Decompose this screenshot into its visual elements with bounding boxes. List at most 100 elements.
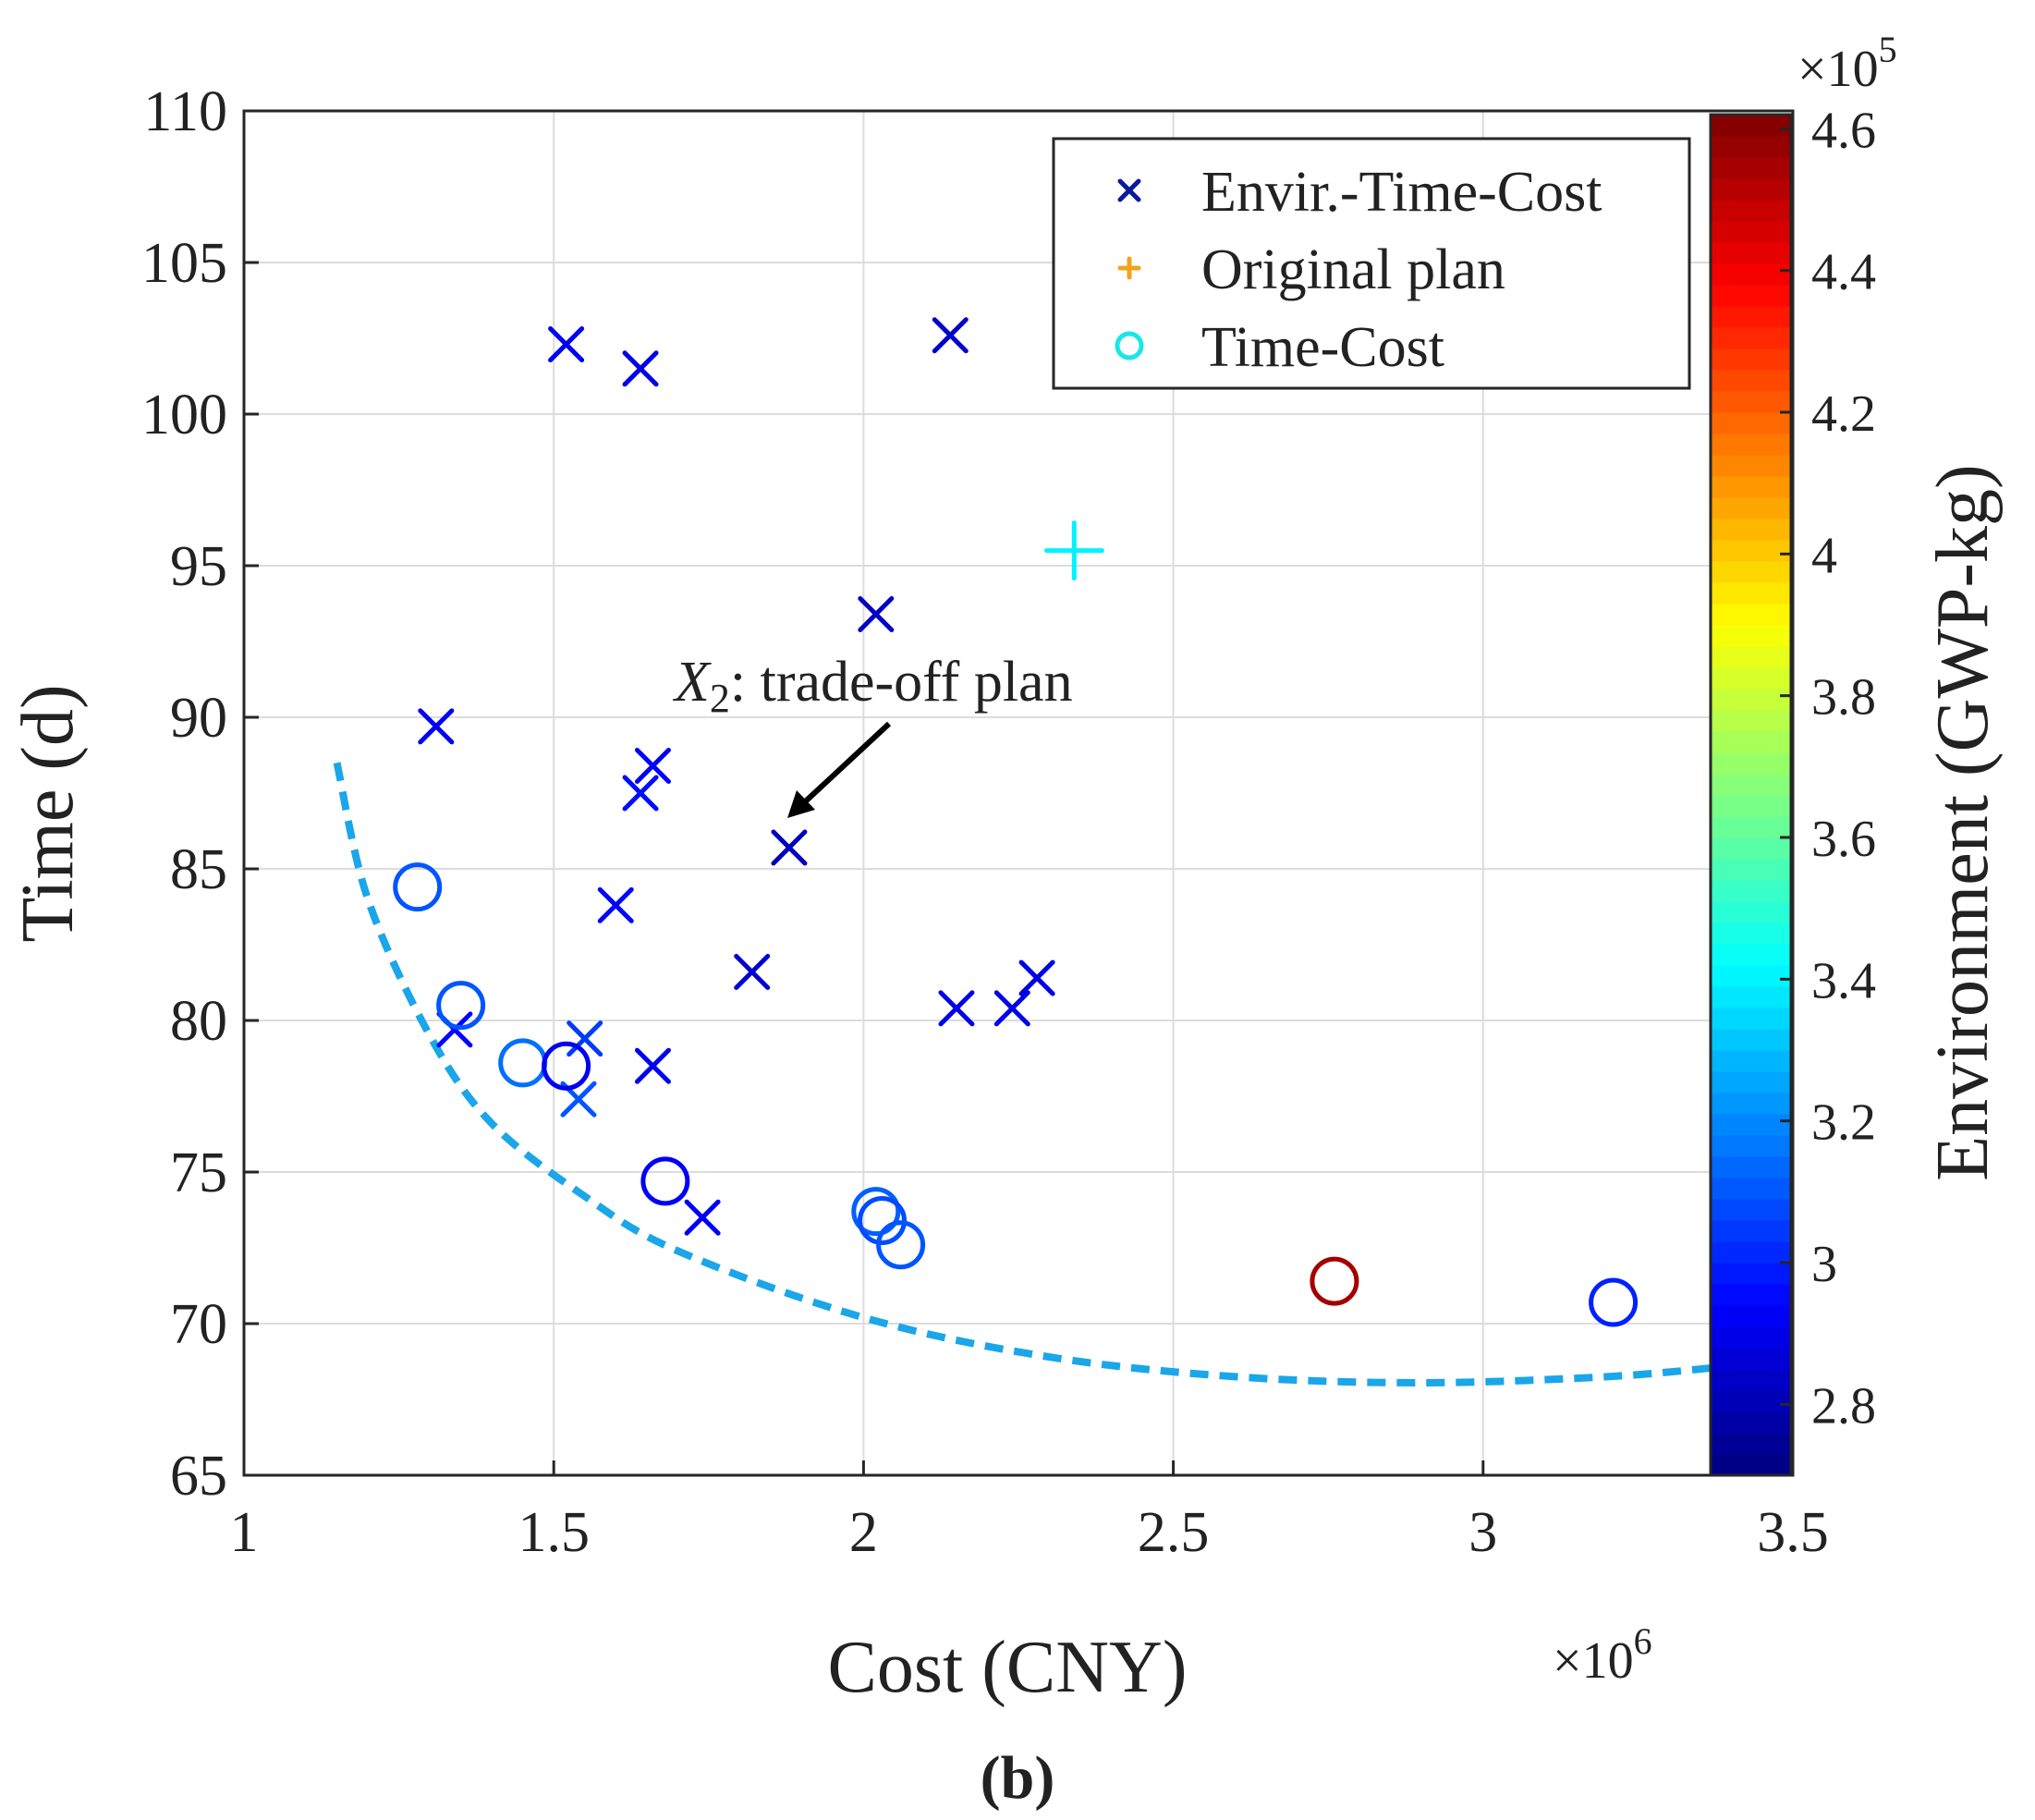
x-tick-label: 2.5 (1138, 1501, 1210, 1564)
colorbar-segment (1711, 880, 1791, 902)
colorbar-segment (1711, 837, 1791, 860)
x-multiplier: ×106 (1553, 1620, 1652, 1690)
colorbar-segment (1711, 859, 1791, 881)
colorbar-segment (1711, 1326, 1791, 1349)
colorbar-segment (1711, 306, 1791, 328)
legend-marker-plus (1117, 256, 1141, 280)
colorbar-tick-label: 3.6 (1811, 811, 1876, 868)
grid (243, 110, 1794, 1476)
colorbar-segment (1711, 1050, 1791, 1072)
colorbar-segment (1711, 1284, 1791, 1306)
colorbar-segment (1711, 752, 1791, 775)
y-tick-label: 75 (170, 1142, 227, 1204)
colorbar-segment (1711, 1369, 1791, 1391)
colorbar-segment (1711, 1029, 1791, 1051)
y-tick-label: 85 (170, 838, 227, 901)
data-point-x (634, 747, 671, 784)
pareto-curve (333, 762, 1732, 1386)
data-point-circle (393, 862, 443, 912)
data-point-x (932, 317, 969, 354)
plot-frame (242, 109, 1795, 1477)
legend-marker-circle (1115, 331, 1144, 360)
colorbar-segment (1711, 497, 1791, 519)
colorbar-segment (1711, 689, 1791, 711)
x-tick-label: 1 (230, 1501, 259, 1564)
data-point-circle (1589, 1277, 1639, 1327)
colorbar-segment (1711, 1178, 1791, 1200)
colorbar-segment (1711, 519, 1791, 541)
data-point-x (684, 1199, 721, 1236)
colorbar-multiplier: ×105 (1797, 29, 1897, 98)
colorbar-tick-label: 4.4 (1811, 244, 1876, 301)
data-point-x (548, 326, 585, 363)
data-point-x (771, 829, 808, 866)
colorbar-segment (1711, 986, 1791, 1008)
colorbar-segment (1711, 1305, 1791, 1327)
colorbar-segment (1711, 178, 1791, 201)
colorbar-segment (1711, 1220, 1791, 1242)
x-tick-label: 3 (1468, 1501, 1497, 1564)
data-point-x (622, 775, 659, 812)
colorbar-segment (1711, 1135, 1791, 1157)
colorbar-tick-label: 3.2 (1811, 1094, 1876, 1152)
data-point-x (634, 1047, 671, 1084)
pareto-curve-layer (333, 762, 1732, 1386)
colorbar-segment (1711, 263, 1791, 286)
colorbar-segment (1711, 1093, 1791, 1115)
x-tick-label: 1.5 (518, 1501, 590, 1564)
data-point-circle (640, 1156, 690, 1206)
legend-entry-label: Original plan (1201, 238, 1505, 301)
data-point-x (938, 990, 975, 1027)
colorbar-segment (1711, 221, 1791, 243)
data-point-plus (1043, 520, 1104, 581)
annotation-arrowhead (787, 790, 815, 818)
y-tick-label: 100 (141, 384, 227, 446)
y-tick-label: 80 (170, 990, 227, 1053)
colorbar-segment (1711, 136, 1791, 158)
colorbar-segment (1711, 1348, 1791, 1370)
colorbar-segment (1711, 710, 1791, 732)
axes: 1 1.5 2 2.5 3 3.5 65 70 75 80 85 90 95 100 105 110 (141, 80, 1829, 1564)
colorbar-tick-label: 4.6 (1811, 102, 1876, 159)
data-point-circle (436, 981, 486, 1031)
x-tick-label: 3.5 (1757, 1501, 1829, 1564)
colorbar-segment (1711, 370, 1791, 392)
colorbar-segment (1711, 391, 1791, 413)
colorbar-segment (1711, 1114, 1791, 1136)
y-tick-label: 105 (141, 232, 227, 295)
annotation-text: X2: trade-off plan (672, 651, 1073, 721)
colorbar-tick-label: 4.2 (1811, 385, 1876, 443)
colorbar-segment (1711, 816, 1791, 838)
y-tick-label: 70 (170, 1293, 227, 1356)
colorbar-segment (1711, 285, 1791, 307)
colorbar: 2.8 3 3.2 3.4 3.6 3.8 4 4.2 4.4 4.6 (1709, 102, 1876, 1477)
colorbar-segment (1711, 965, 1791, 987)
colorbar-segment (1711, 944, 1791, 966)
legend-entry-label: Envir.-Time-Cost (1201, 161, 1602, 224)
colorbar-segment (1711, 1241, 1791, 1264)
colorbar-segment (1711, 774, 1791, 796)
colorbar-segment (1711, 646, 1791, 668)
colorbar-segment (1711, 200, 1791, 222)
data-point-circle (876, 1220, 926, 1270)
colorbar-segment (1711, 348, 1791, 371)
colorbar-segment (1711, 1263, 1791, 1285)
colorbar-segment (1711, 667, 1791, 690)
data-point-x (993, 990, 1030, 1027)
colorbar-frame (1709, 113, 1793, 1477)
data-point-circle (858, 1195, 908, 1245)
colorbar-segment (1711, 1071, 1791, 1093)
colorbar-segment (1711, 157, 1791, 179)
colorbar-segment (1711, 476, 1791, 498)
colorbar-segment (1711, 625, 1791, 647)
data-point-x (622, 350, 659, 387)
colorbar-segment (1711, 412, 1791, 434)
data-point-x (567, 1020, 603, 1057)
colorbar-segment (1711, 731, 1791, 753)
colorbar-segment (1711, 901, 1791, 923)
colorbar-segment (1711, 604, 1791, 626)
y-axis-label: Time (d) (7, 684, 89, 942)
colorbar-label: Environment (GWP-kg) (1922, 464, 2004, 1180)
y-tick-label: 65 (170, 1445, 227, 1508)
